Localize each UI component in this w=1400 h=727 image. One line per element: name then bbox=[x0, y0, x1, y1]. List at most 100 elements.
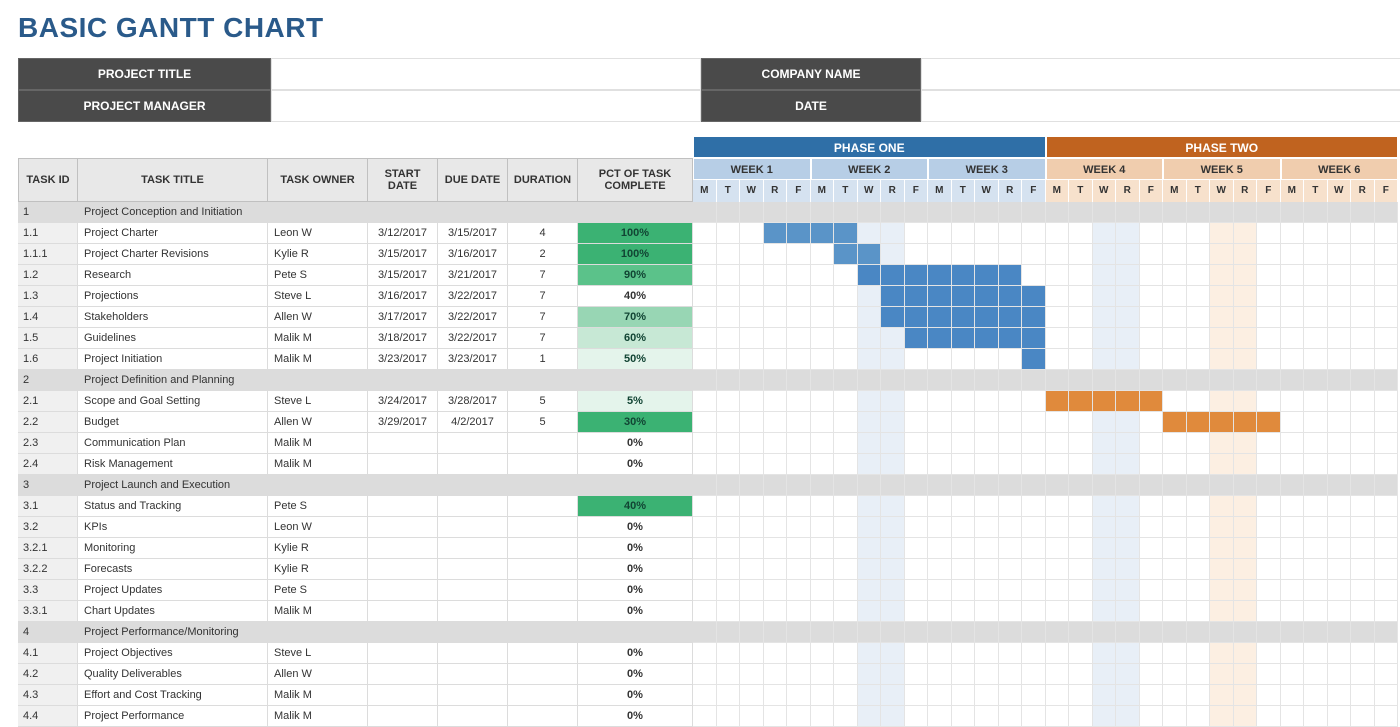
gantt-cell[interactable] bbox=[1210, 412, 1234, 433]
gantt-cell[interactable] bbox=[928, 475, 952, 496]
gantt-cell[interactable] bbox=[740, 202, 764, 223]
gantt-cell[interactable] bbox=[1257, 580, 1281, 601]
gantt-cell[interactable] bbox=[717, 433, 741, 454]
gantt-cell[interactable] bbox=[1093, 244, 1117, 265]
section-row[interactable]: 2Project Definition and Planning bbox=[18, 370, 693, 391]
gantt-cell[interactable] bbox=[1093, 412, 1117, 433]
gantt-cell[interactable] bbox=[905, 307, 929, 328]
gantt-cell[interactable] bbox=[858, 433, 882, 454]
gantt-cell[interactable] bbox=[1257, 223, 1281, 244]
cell-duration[interactable] bbox=[508, 559, 578, 580]
cell-title[interactable]: Budget bbox=[78, 412, 268, 433]
gantt-cell[interactable] bbox=[717, 664, 741, 685]
gantt-cell[interactable] bbox=[1069, 265, 1093, 286]
task-row[interactable]: 1.4StakeholdersAllen W3/17/20173/22/2017… bbox=[18, 307, 693, 328]
gantt-cell[interactable] bbox=[693, 475, 717, 496]
col-header-start[interactable]: START DATE bbox=[368, 158, 438, 202]
cell-owner[interactable]: Allen W bbox=[268, 412, 368, 433]
gantt-cell[interactable] bbox=[1328, 202, 1352, 223]
gantt-cell[interactable] bbox=[764, 706, 788, 727]
cell-duration[interactable] bbox=[508, 706, 578, 727]
cell-due[interactable] bbox=[438, 433, 508, 454]
cell-due[interactable]: 3/21/2017 bbox=[438, 265, 508, 286]
gantt-cell[interactable] bbox=[1257, 538, 1281, 559]
gantt-cell[interactable] bbox=[999, 454, 1023, 475]
cell-start[interactable] bbox=[368, 538, 438, 559]
gantt-cell[interactable] bbox=[952, 349, 976, 370]
gantt-cell[interactable] bbox=[1351, 559, 1375, 580]
gantt-cell[interactable] bbox=[693, 433, 717, 454]
gantt-cell[interactable] bbox=[1210, 433, 1234, 454]
gantt-cell[interactable] bbox=[999, 391, 1023, 412]
gantt-cell[interactable] bbox=[1140, 580, 1164, 601]
gantt-cell[interactable] bbox=[787, 475, 811, 496]
gantt-cell[interactable] bbox=[928, 370, 952, 391]
gantt-cell[interactable] bbox=[928, 706, 952, 727]
task-row[interactable]: 1.3ProjectionsSteve L3/16/20173/22/20177… bbox=[18, 286, 693, 307]
gantt-cell[interactable] bbox=[999, 265, 1023, 286]
gantt-cell[interactable] bbox=[693, 223, 717, 244]
cell-pct[interactable]: 0% bbox=[578, 538, 693, 559]
gantt-cell[interactable] bbox=[858, 664, 882, 685]
gantt-cell[interactable] bbox=[881, 622, 905, 643]
gantt-cell[interactable] bbox=[881, 244, 905, 265]
section-row[interactable]: 4Project Performance/Monitoring bbox=[18, 622, 693, 643]
gantt-cell[interactable] bbox=[1210, 580, 1234, 601]
gantt-cell[interactable] bbox=[975, 349, 999, 370]
gantt-cell[interactable] bbox=[1328, 265, 1352, 286]
gantt-cell[interactable] bbox=[764, 223, 788, 244]
gantt-cell[interactable] bbox=[858, 370, 882, 391]
gantt-cell[interactable] bbox=[881, 664, 905, 685]
gantt-cell[interactable] bbox=[858, 601, 882, 622]
gantt-cell[interactable] bbox=[1281, 664, 1305, 685]
gantt-cell[interactable] bbox=[999, 328, 1023, 349]
cell-due[interactable]: 3/15/2017 bbox=[438, 223, 508, 244]
gantt-cell[interactable] bbox=[1116, 643, 1140, 664]
gantt-cell[interactable] bbox=[1328, 664, 1352, 685]
cell-due[interactable] bbox=[438, 664, 508, 685]
gantt-cell[interactable] bbox=[764, 412, 788, 433]
cell-duration[interactable] bbox=[508, 370, 578, 391]
gantt-cell[interactable] bbox=[1304, 349, 1328, 370]
col-header-due[interactable]: DUE DATE bbox=[438, 158, 508, 202]
gantt-cell[interactable] bbox=[1187, 496, 1211, 517]
gantt-cell[interactable] bbox=[693, 412, 717, 433]
gantt-cell[interactable] bbox=[881, 517, 905, 538]
cell-title[interactable]: Scope and Goal Setting bbox=[78, 391, 268, 412]
gantt-cell[interactable] bbox=[858, 223, 882, 244]
gantt-cell[interactable] bbox=[1304, 664, 1328, 685]
gantt-cell[interactable] bbox=[1116, 664, 1140, 685]
gantt-cell[interactable] bbox=[1375, 202, 1399, 223]
gantt-cell[interactable] bbox=[1163, 202, 1187, 223]
gantt-cell[interactable] bbox=[952, 538, 976, 559]
gantt-cell[interactable] bbox=[1187, 559, 1211, 580]
cell-due[interactable] bbox=[438, 454, 508, 475]
gantt-cell[interactable] bbox=[928, 580, 952, 601]
gantt-cell[interactable] bbox=[858, 517, 882, 538]
cell-duration[interactable] bbox=[508, 580, 578, 601]
gantt-cell[interactable] bbox=[905, 601, 929, 622]
gantt-cell[interactable] bbox=[1328, 643, 1352, 664]
gantt-cell[interactable] bbox=[858, 538, 882, 559]
gantt-cell[interactable] bbox=[1281, 349, 1305, 370]
gantt-cell[interactable] bbox=[764, 517, 788, 538]
cell-start[interactable] bbox=[368, 517, 438, 538]
gantt-cell[interactable] bbox=[1187, 286, 1211, 307]
gantt-cell[interactable] bbox=[1375, 643, 1399, 664]
gantt-cell[interactable] bbox=[858, 286, 882, 307]
gantt-cell[interactable] bbox=[1257, 202, 1281, 223]
gantt-cell[interactable] bbox=[1093, 580, 1117, 601]
cell-pct[interactable] bbox=[578, 475, 693, 496]
gantt-cell[interactable] bbox=[1046, 496, 1070, 517]
gantt-cell[interactable] bbox=[1046, 664, 1070, 685]
gantt-cell[interactable] bbox=[1046, 559, 1070, 580]
gantt-cell[interactable] bbox=[1163, 622, 1187, 643]
cell-start[interactable]: 3/29/2017 bbox=[368, 412, 438, 433]
gantt-cell[interactable] bbox=[1281, 244, 1305, 265]
gantt-cell[interactable] bbox=[952, 265, 976, 286]
gantt-cell[interactable] bbox=[1046, 223, 1070, 244]
gantt-cell[interactable] bbox=[1328, 517, 1352, 538]
gantt-cell[interactable] bbox=[928, 307, 952, 328]
gantt-cell[interactable] bbox=[1069, 559, 1093, 580]
gantt-cell[interactable] bbox=[1022, 664, 1046, 685]
